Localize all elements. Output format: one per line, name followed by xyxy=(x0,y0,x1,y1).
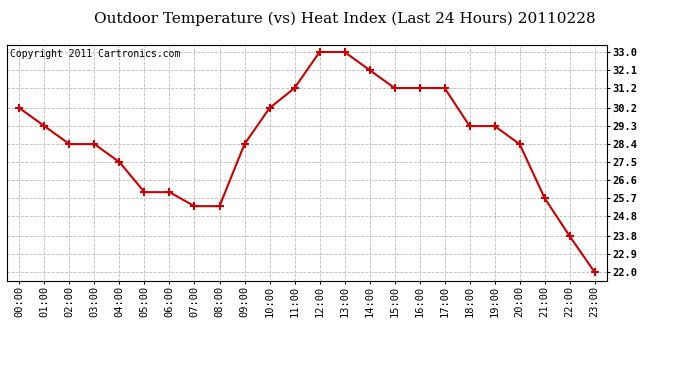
Text: Outdoor Temperature (vs) Heat Index (Last 24 Hours) 20110228: Outdoor Temperature (vs) Heat Index (Las… xyxy=(95,11,595,26)
Text: Copyright 2011 Cartronics.com: Copyright 2011 Cartronics.com xyxy=(10,48,180,58)
